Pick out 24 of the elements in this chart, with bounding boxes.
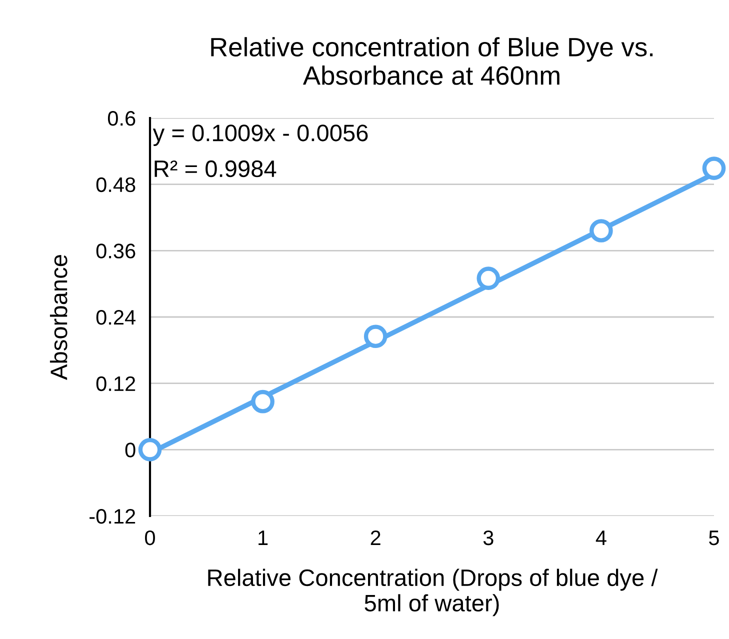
point — [251, 390, 274, 414]
y-tick-label: 0.36 — [96, 244, 136, 258]
x-tick-label: 2 — [370, 530, 380, 545]
point — [138, 438, 162, 462]
x-tick-label: 4 — [596, 530, 606, 545]
x-tick-label: 1 — [258, 530, 268, 545]
x-tick-label: 0 — [145, 530, 155, 546]
y-tick-label: 0.48 — [96, 177, 136, 192]
y-tick-label: 0.6 — [108, 111, 136, 126]
y-tick-label: 0.12 — [96, 376, 136, 392]
y-tick-label: -0.12 — [90, 509, 136, 524]
y-tick-label: 0 — [125, 442, 136, 458]
point — [590, 219, 613, 242]
point — [476, 266, 500, 290]
point — [364, 324, 388, 348]
point — [702, 156, 726, 180]
x-tick-label: 3 — [483, 530, 494, 546]
y-tick-label: 0.24 — [96, 310, 136, 325]
x-tick-label: 5 — [709, 530, 719, 546]
chart-title: Relative concentration of Blue Dye vs. Absorbance at 460nm — [211, 37, 653, 85]
y-axis-title: Absorbance — [50, 255, 68, 380]
x-axis-title: Relative Concentration (Drops of blue dye / 5ml of water) — [208, 568, 658, 616]
annotation: R² = 0.9984 — [154, 160, 276, 178]
annotation: y = 0.1009x - 0.0056 — [152, 124, 368, 146]
